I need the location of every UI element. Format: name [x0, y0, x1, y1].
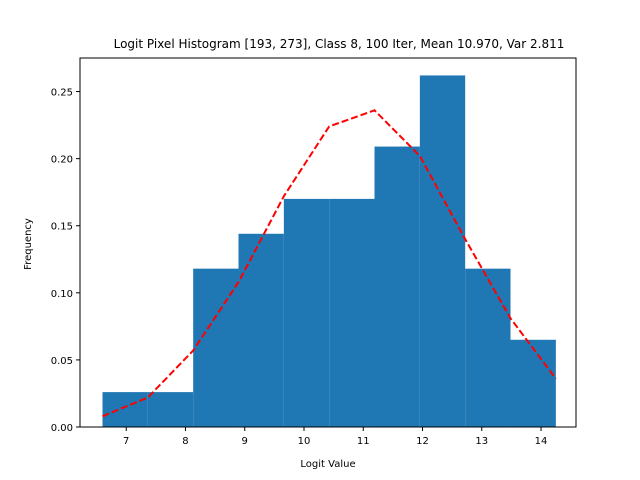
histogram-bar	[465, 268, 511, 427]
x-tick-label: 7	[123, 436, 129, 447]
histogram-bar	[102, 392, 148, 427]
x-tick-label: 13	[475, 436, 488, 447]
x-axis-label: Logit Value	[300, 459, 355, 470]
y-tick-label: 0.15	[51, 222, 73, 233]
x-tick-label: 8	[182, 436, 188, 447]
x-tick-label: 11	[357, 436, 370, 447]
y-tick-label: 0.05	[51, 356, 73, 367]
x-tick-label: 14	[535, 436, 548, 447]
plot-frame	[79, 57, 577, 428]
histogram-bar	[283, 198, 330, 427]
y-axis-ticks: 0.00 0.05 0.10 0.15 0.20 0.25	[51, 88, 80, 434]
y-tick-label: 0.10	[51, 289, 73, 300]
histogram-bar	[510, 339, 556, 427]
histogram-bar	[419, 75, 466, 427]
histogram-bar	[374, 146, 420, 427]
density-curve	[102, 109, 557, 418]
y-tick-label: 0.25	[51, 88, 73, 99]
y-tick-label: 0.20	[51, 155, 73, 166]
histogram-bar	[329, 198, 375, 427]
x-axis-ticks: 7 8 9 10 11 12 13 14	[123, 427, 547, 447]
histogram-bar	[238, 233, 284, 427]
y-tick-label: 0.00	[51, 423, 73, 434]
x-tick-label: 9	[242, 436, 248, 447]
x-tick-label: 12	[416, 436, 429, 447]
y-axis-label: Frequency	[23, 218, 34, 270]
histogram-bars	[102, 75, 556, 427]
density-curve-line	[102, 109, 557, 418]
chart-title: Logit Pixel Histogram [193, 273], Class …	[114, 37, 565, 51]
histogram-bar	[147, 392, 194, 427]
x-tick-label: 10	[298, 436, 311, 447]
